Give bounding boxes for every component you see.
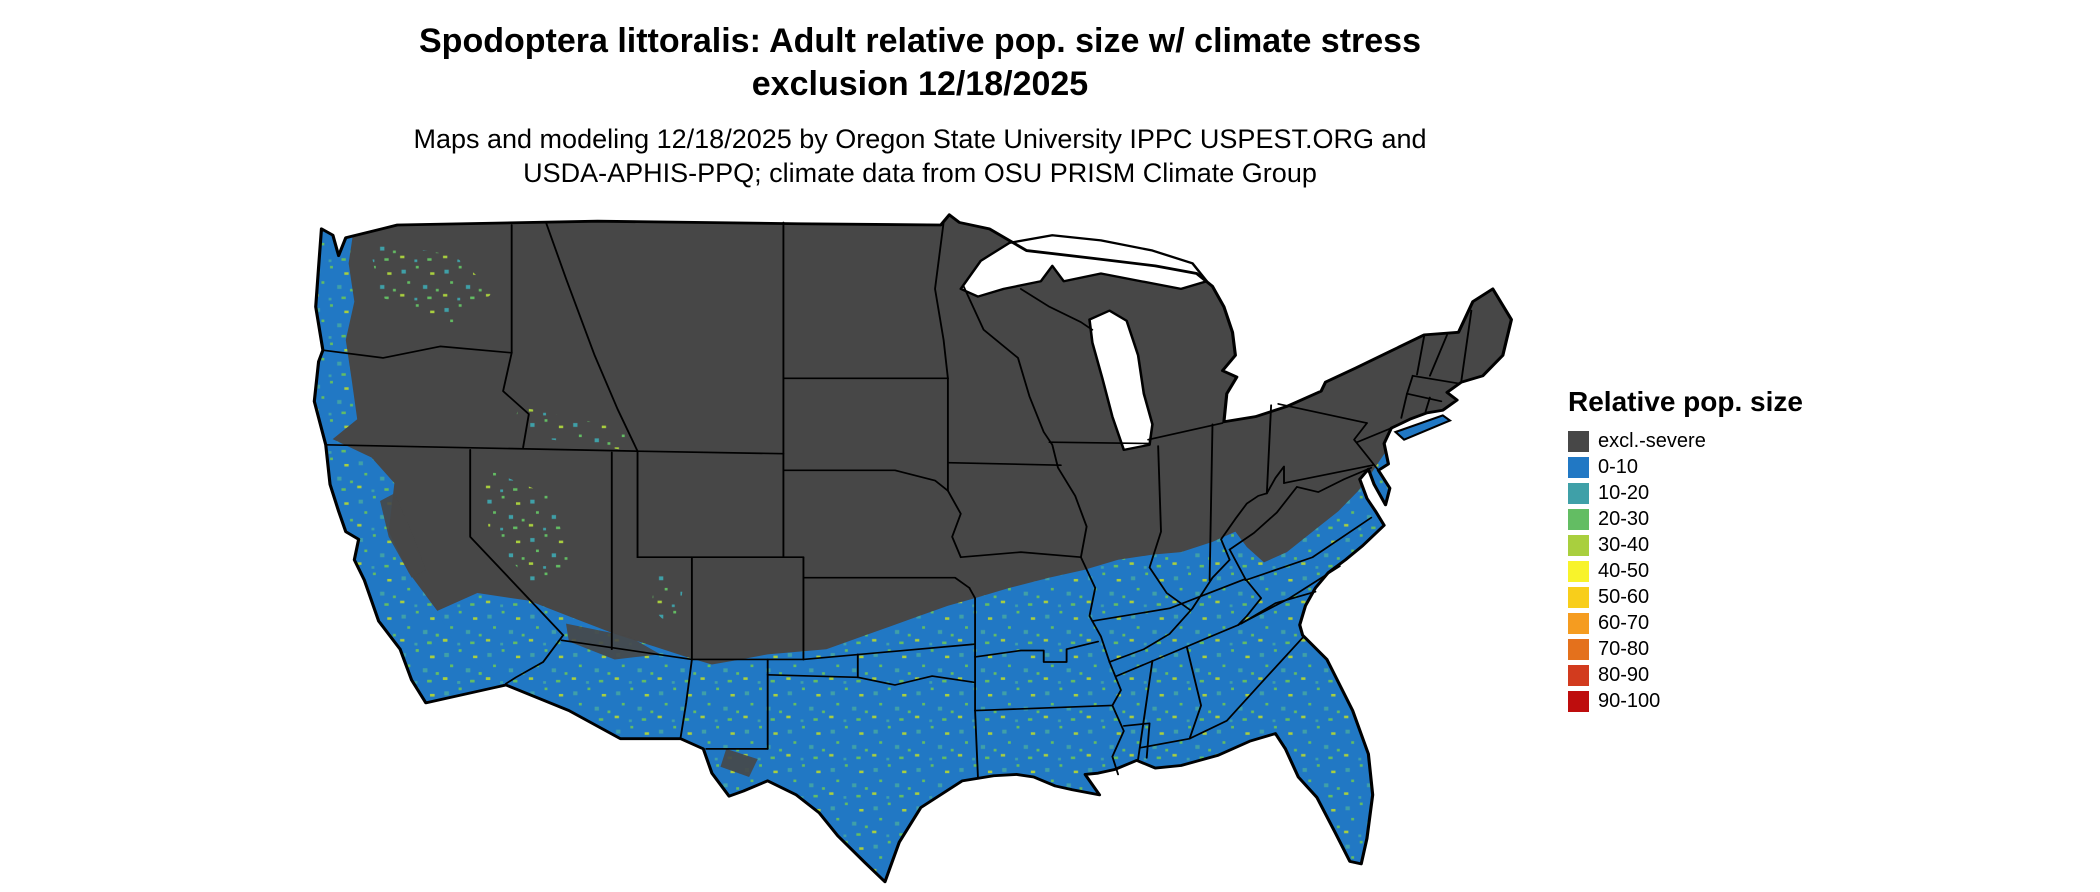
legend: Relative pop. size excl.-severe 0-10 10-20… [1568, 386, 1878, 716]
map-title-line1: Spodoptera littoralis: Adult relative po… [419, 22, 1421, 60]
legend-item: 20-30 [1568, 508, 1878, 531]
legend-label: 60-70 [1598, 612, 1650, 634]
legend-item: 90-100 [1568, 690, 1878, 713]
legend-item: 40-50 [1568, 560, 1878, 583]
legend-item: 30-40 [1568, 534, 1878, 557]
legend-title: Relative pop. size [1568, 386, 1803, 417]
legend-item: 60-70 [1568, 612, 1878, 635]
legend-item: 80-90 [1568, 664, 1878, 687]
speckle-patch-utah [651, 570, 684, 634]
legend-label: 10-20 [1598, 482, 1650, 504]
legend-swatch [1568, 665, 1589, 686]
legend-label: excl.-severe [1598, 430, 1706, 452]
map-title-line2: exclusion 12/18/2025 [751, 65, 1089, 103]
map-subtitle: Maps and modeling 12/18/2025 by Oregon S… [0, 122, 1840, 190]
legend-item: excl.-severe [1568, 430, 1878, 453]
lake-superior [959, 234, 1209, 298]
legend-item: 70-80 [1568, 638, 1878, 661]
speckle-patch-nevada [483, 467, 572, 586]
legend-swatch [1568, 509, 1589, 530]
speckle-overlay [314, 218, 1430, 882]
legend-label: 30-40 [1598, 534, 1650, 556]
legend-swatch [1568, 431, 1589, 452]
long-island [1393, 414, 1453, 441]
legend-item: 10-20 [1568, 482, 1878, 505]
legend-item: 50-60 [1568, 586, 1878, 609]
map-subtitle-line2: USDA-APHIS-PPQ; climate data from OSU PR… [523, 158, 1317, 188]
legend-swatch [1568, 639, 1589, 660]
legend-label: 70-80 [1598, 638, 1650, 660]
legend-items: excl.-severe 0-10 10-20 20-30 30-40 40-50 50-6… [1568, 430, 1878, 713]
lake-michigan [1088, 309, 1154, 452]
speckle-patch-eastern-washington [368, 240, 495, 328]
legend-swatch [1568, 613, 1589, 634]
legend-swatch [1568, 483, 1589, 504]
legend-label: 0-10 [1598, 456, 1639, 478]
map-title: Spodoptera littoralis: Adult relative po… [0, 20, 1840, 106]
legend-label: 80-90 [1598, 664, 1650, 686]
legend-item: 0-10 [1568, 456, 1878, 479]
legend-label: 90-100 [1598, 690, 1661, 712]
national-outline [312, 213, 1513, 884]
legend-swatch [1568, 587, 1589, 608]
us-distribution-map [312, 213, 1513, 884]
legend-swatch [1568, 561, 1589, 582]
speckle-patch-snake-plain [514, 406, 632, 450]
legend-swatch [1568, 535, 1589, 556]
state-borders [321, 221, 1473, 778]
legend-swatch [1568, 457, 1589, 478]
legend-label: 40-50 [1598, 560, 1650, 582]
map-subtitle-line1: Maps and modeling 12/18/2025 by Oregon S… [413, 124, 1427, 154]
legend-label: 50-60 [1598, 586, 1650, 608]
legend-label: 20-30 [1598, 508, 1650, 530]
legend-swatch [1568, 691, 1589, 712]
